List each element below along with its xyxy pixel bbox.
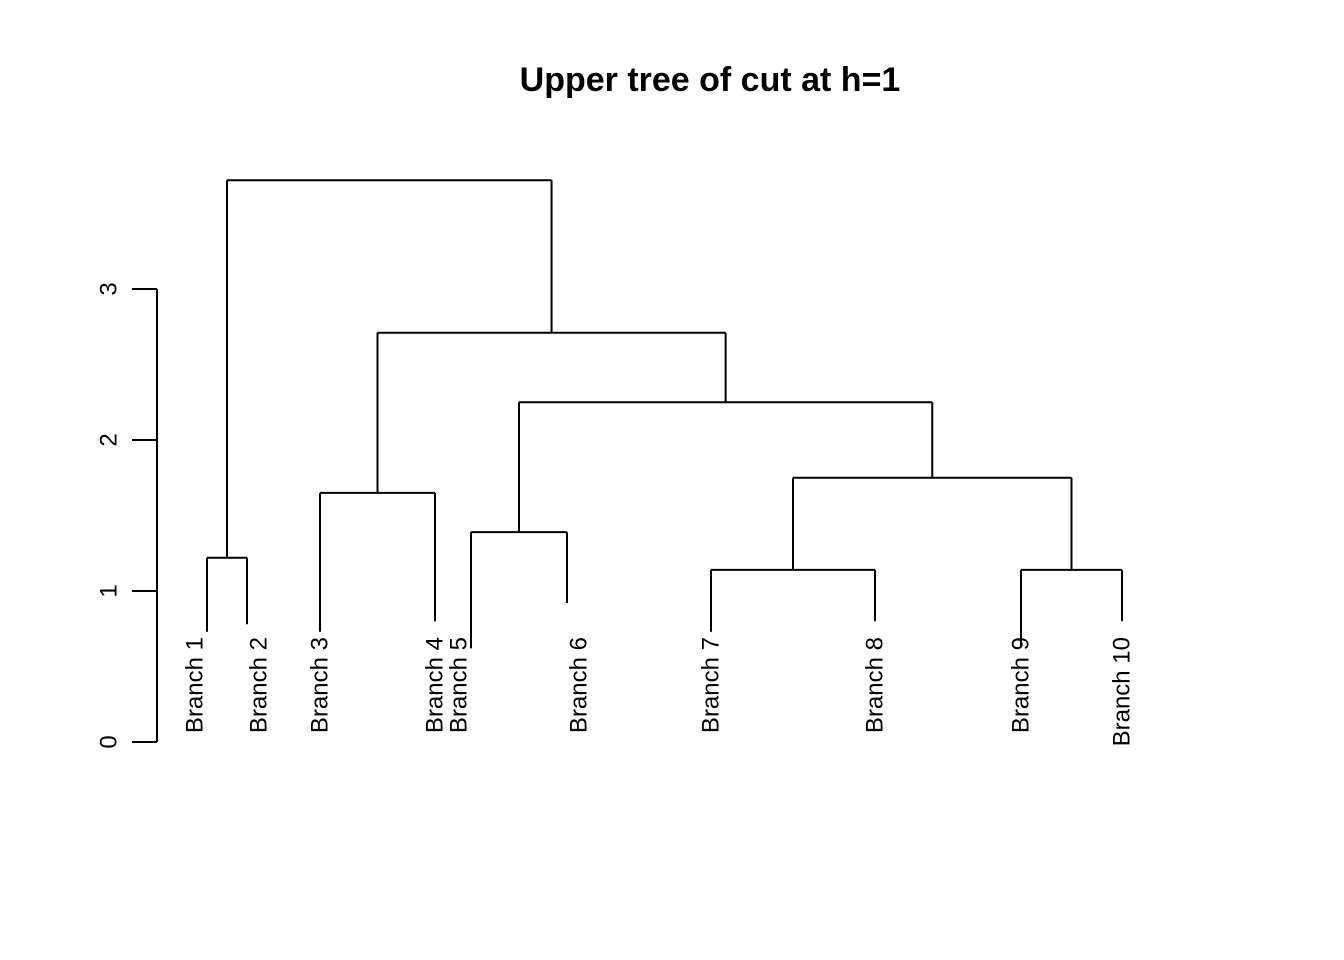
- dendrogram-branches: [206, 179, 1123, 649]
- y-tick-label: 2: [96, 433, 123, 446]
- y-tick-label: 3: [96, 282, 123, 295]
- leaf-label: Branch 6: [566, 637, 593, 733]
- leaf-label: Branch 3: [307, 637, 334, 733]
- y-tick-label: 1: [96, 584, 123, 597]
- leaf-label: Branch 2: [246, 637, 273, 733]
- leaf-label: Branch 9: [1008, 637, 1035, 733]
- y-tick-label: 0: [96, 735, 123, 748]
- leaf-label: Branch 8: [862, 637, 889, 733]
- leaf-label: Branch 10: [1109, 637, 1136, 746]
- leaf-label: Branch 5: [446, 637, 473, 733]
- leaf-label: Branch 7: [698, 637, 725, 733]
- leaf-label: Branch 4: [422, 637, 449, 733]
- leaf-label: Branch 1: [182, 637, 209, 733]
- y-axis: 0 1 2 3: [96, 282, 158, 749]
- chart-title: Upper tree of cut at h=1: [520, 61, 901, 99]
